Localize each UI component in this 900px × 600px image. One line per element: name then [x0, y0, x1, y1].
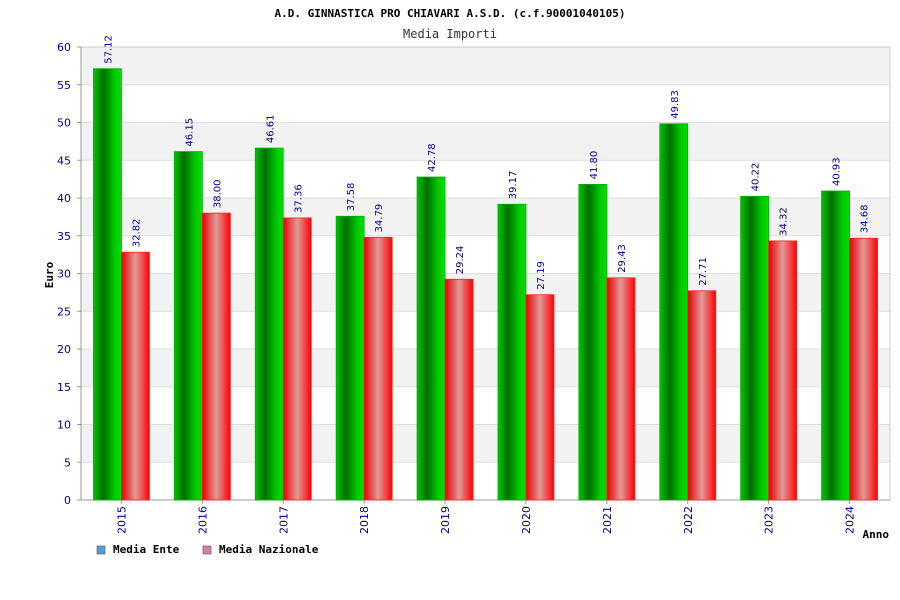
- y-tick-label: 20: [57, 343, 71, 356]
- bar-media-ente-2022: [659, 123, 689, 501]
- bars: [93, 68, 878, 501]
- bar-media-nazionale-2023: [768, 240, 798, 501]
- grid-band: [81, 84, 890, 123]
- bar-media-ente-2020: [497, 203, 527, 501]
- legend-swatch-media-ente: [96, 545, 106, 555]
- value-label-media-ente-2020: 39.17: [508, 171, 519, 200]
- bar-media-ente-2015: [93, 68, 122, 501]
- value-label-media-ente-2016: 46.15: [184, 118, 195, 147]
- x-tick-label-2021: 2021: [601, 506, 614, 534]
- y-tick-label: 45: [57, 154, 71, 167]
- chart-title: A.D. GINNASTICA PRO CHIAVARI A.S.D. (c.f…: [275, 7, 626, 20]
- y-tick-label: 10: [57, 419, 71, 432]
- y-tick-label: 0: [64, 494, 71, 507]
- bar-media-nazionale-2018: [363, 236, 393, 501]
- value-label-media-nazionale-2020: 27.19: [536, 261, 547, 290]
- value-label-media-nazionale-2021: 29.43: [617, 244, 628, 273]
- y-tick-label: 25: [57, 305, 71, 318]
- x-tick-label-2023: 2023: [763, 506, 776, 534]
- bar-media-nazionale-2021: [606, 277, 636, 501]
- x-tick-label-2017: 2017: [277, 506, 290, 534]
- grid-band: [81, 47, 890, 85]
- bar-media-ente-2019: [416, 176, 446, 501]
- y-tick-label: 35: [57, 230, 71, 243]
- value-label-media-nazionale-2024: 34.68: [860, 205, 871, 234]
- value-label-media-nazionale-2018: 34.79: [374, 204, 385, 233]
- bar-media-ente-2023: [740, 195, 770, 501]
- value-label-media-nazionale-2016: 38.00: [212, 179, 223, 208]
- y-tick-label: 5: [64, 456, 71, 469]
- grid-band: [81, 160, 890, 198]
- value-label-media-nazionale-2015: 32.82: [131, 219, 142, 248]
- x-axis-label: Anno: [863, 528, 890, 541]
- y-tick-label: 60: [57, 41, 71, 54]
- value-label-media-ente-2022: 49.83: [670, 90, 681, 119]
- grid-band: [81, 122, 890, 161]
- y-tick-label: 30: [57, 268, 71, 281]
- y-tick-label: 40: [57, 192, 71, 205]
- value-label-media-ente-2017: 46.61: [265, 114, 276, 143]
- bar-media-nazionale-2024: [849, 237, 878, 501]
- bar-media-ente-2024: [821, 190, 850, 501]
- bar-media-nazionale-2020: [525, 294, 555, 501]
- y-axis-label: Euro: [43, 261, 56, 288]
- value-label-media-ente-2015: 57.12: [103, 35, 114, 64]
- value-label-media-ente-2023: 40.22: [751, 163, 762, 192]
- value-label-media-nazionale-2022: 27.71: [698, 257, 709, 286]
- value-label-media-nazionale-2017: 37.36: [293, 184, 304, 213]
- bar-media-ente-2017: [254, 147, 284, 501]
- y-tick-label: 50: [57, 117, 71, 130]
- chart-subtitle: Media Importi: [403, 27, 497, 41]
- bar-media-nazionale-2017: [282, 217, 312, 501]
- value-label-media-nazionale-2023: 34.32: [779, 207, 790, 236]
- bar-media-ente-2021: [578, 184, 608, 501]
- value-label-media-ente-2021: 41.80: [589, 151, 600, 180]
- bar-media-ente-2018: [335, 215, 365, 501]
- y-tick-labels: 0 5 10 15 20 25 30 35 40 45 50 55 60: [57, 41, 71, 507]
- x-tick-label-2024: 2024: [844, 506, 857, 534]
- x-tick-label-2019: 2019: [439, 506, 452, 534]
- bar-media-nazionale-2015: [121, 251, 150, 501]
- value-label-media-ente-2019: 42.78: [427, 143, 438, 172]
- x-tick-label-2020: 2020: [520, 506, 533, 534]
- bar-media-nazionale-2016: [201, 212, 231, 501]
- bar-media-nazionale-2019: [444, 278, 474, 501]
- x-tick-label-2016: 2016: [196, 506, 209, 534]
- legend: Media Ente Media Nazionale: [96, 543, 319, 556]
- legend-swatch-media-nazionale: [202, 545, 212, 555]
- x-tick-label-2022: 2022: [682, 506, 695, 534]
- value-label-media-ente-2024: 40.93: [832, 157, 843, 186]
- value-label-media-ente-2018: 37.58: [346, 183, 357, 212]
- y-tick-label: 15: [57, 381, 71, 394]
- x-tick-label-2018: 2018: [358, 506, 371, 534]
- legend-label-media-nazionale: Media Nazionale: [219, 543, 319, 556]
- value-labels: 57.12 32.82 46.15 38.00 46.61 37.36 37.58 34.79…: [103, 35, 870, 290]
- legend-label-media-ente: Media Ente: [113, 543, 180, 556]
- value-label-media-nazionale-2019: 29.24: [455, 246, 466, 275]
- x-tick-labels: 2015 2016 2017 2018 2019 2020 2021 2022 2023 2024: [115, 506, 856, 534]
- x-tick-label-2015: 2015: [115, 506, 128, 534]
- y-tick-label: 55: [57, 79, 71, 92]
- bar-media-nazionale-2022: [687, 290, 717, 501]
- bar-media-ente-2016: [173, 151, 203, 501]
